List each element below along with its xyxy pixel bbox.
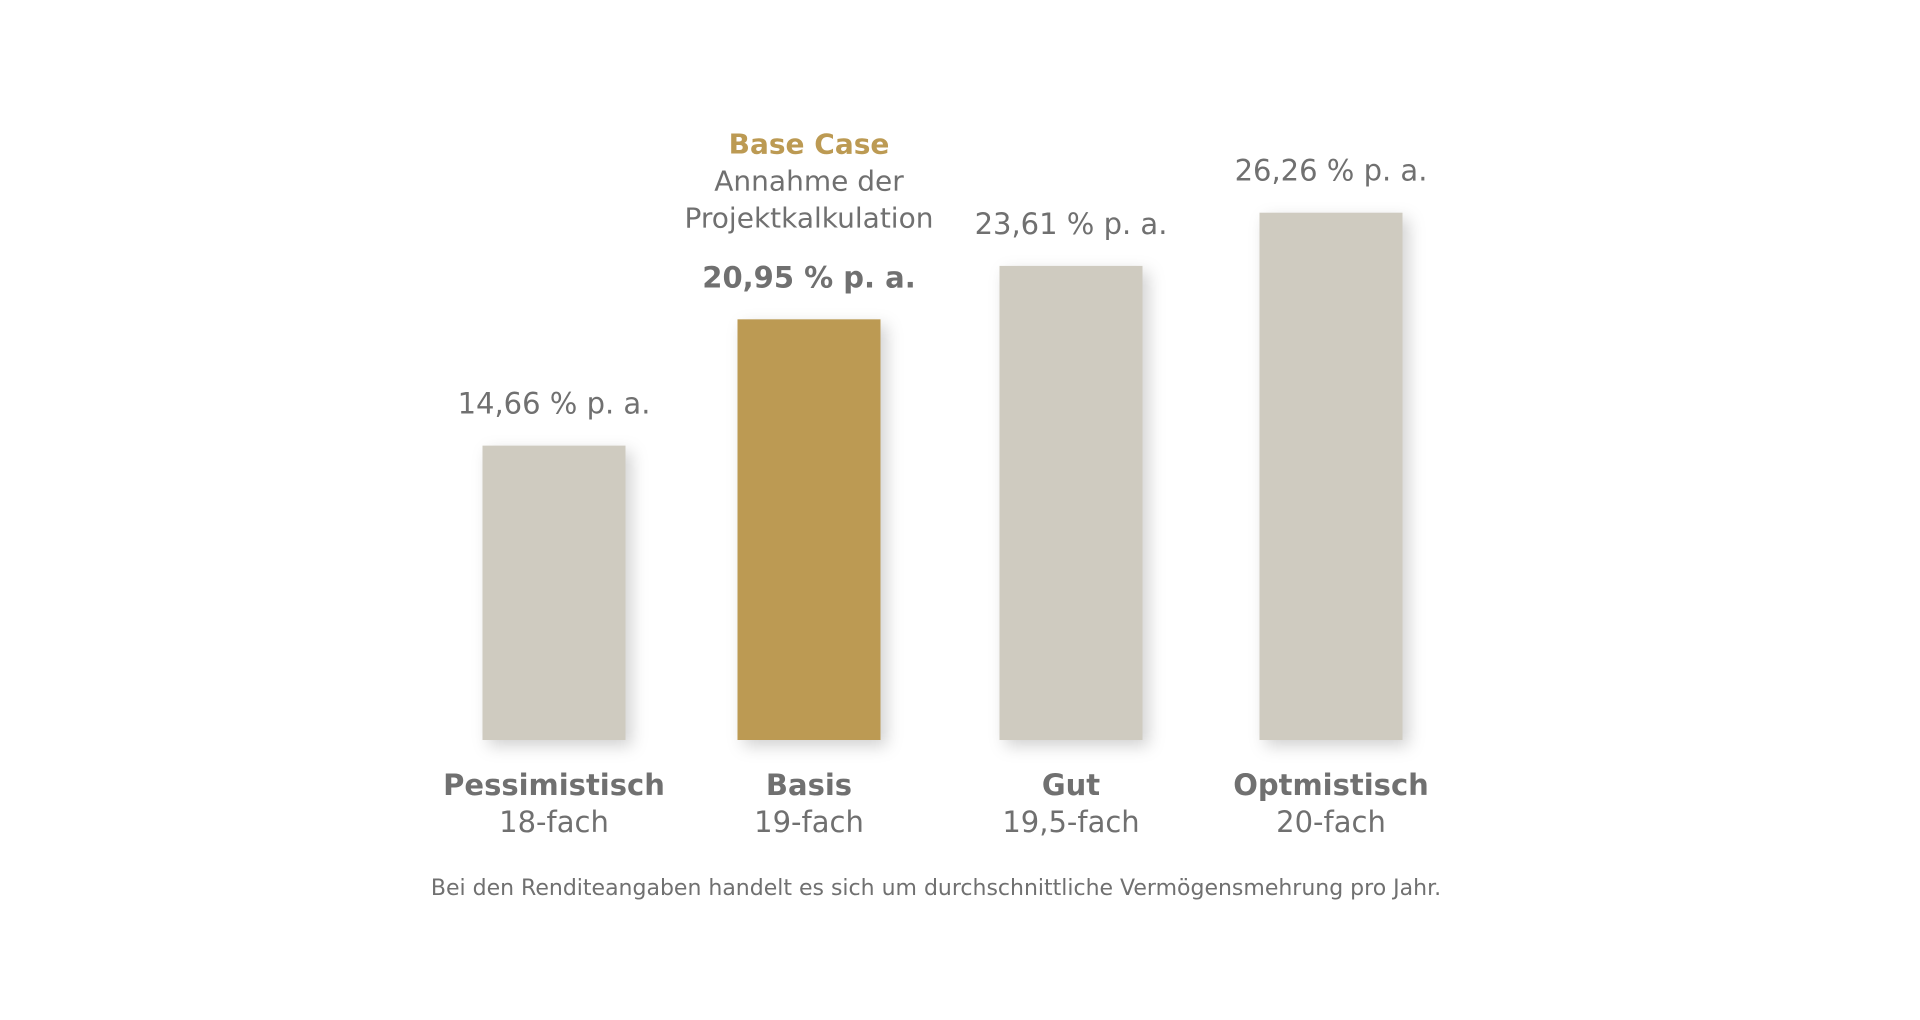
bar [1259,212,1403,740]
category-label: Basis [766,768,852,802]
bar [999,265,1143,740]
category-sublabel: 18-fach [499,805,609,839]
value-label: 20,95 % p. a. [702,260,915,294]
category-sublabel: 19-fach [754,805,864,839]
bar [482,445,626,740]
category-label: Pessimistisch [443,768,665,802]
value-label: 26,26 % p. a. [1235,154,1428,188]
category-label: Optmistisch [1233,768,1429,802]
annotation-title: Base Case [729,127,890,160]
value-label: 23,61 % p. a. [975,207,1168,241]
value-label: 14,66 % p. a. [458,387,651,421]
footnote: Bei den Renditeangaben handelt es sich u… [431,876,1441,901]
annotation-line: Annahme der [714,164,904,197]
category-label: Gut [1042,768,1100,802]
category-sublabel: 19,5-fach [1002,805,1139,839]
annotation-line: Projektkalkulation [685,201,934,234]
category-sublabel: 20-fach [1276,805,1386,839]
bar [737,319,881,740]
